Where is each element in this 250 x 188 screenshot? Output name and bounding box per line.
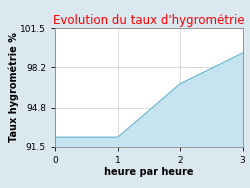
X-axis label: heure par heure: heure par heure <box>104 168 194 177</box>
Title: Evolution du taux d'hygrométrie: Evolution du taux d'hygrométrie <box>53 14 244 27</box>
Y-axis label: Taux hygrométrie %: Taux hygrométrie % <box>8 33 19 142</box>
